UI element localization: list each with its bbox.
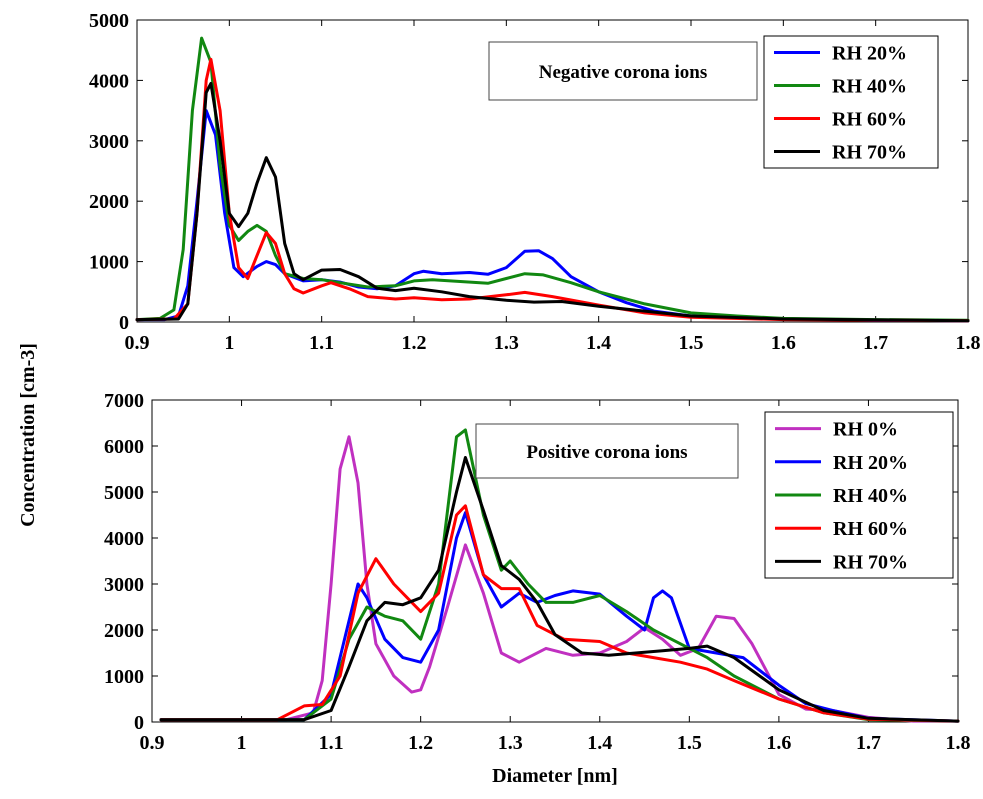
chart-panel-bottom: 0.9 1 1.1 1.2 1.3 1.4 1.5 1.6 1.7 1.8 0 1000 2000 300… (104, 390, 971, 787)
legend-label: RH 70% (833, 551, 908, 573)
x-tick-label: 1.5 (679, 332, 704, 354)
y-tick-label: 1000 (89, 252, 129, 274)
annotation-box (488, 41, 758, 101)
x-tick-label: 1.4 (587, 732, 612, 754)
series-line-rh-70- (159, 456, 960, 723)
x-axis-title: Diameter [nm] (492, 765, 618, 787)
x-tick-label: 1 (224, 332, 234, 354)
x-tick-label: 1.2 (408, 732, 433, 754)
x-tick-label: 1 (237, 732, 247, 754)
shared-y-axis-title: Concentration [cm-3] (17, 343, 39, 527)
plot-frame (151, 399, 959, 723)
series-line-rh-40- (159, 428, 960, 723)
x-tick-label: 1.1 (309, 332, 334, 354)
y-tick-label: 3000 (104, 574, 144, 596)
y-tick-label: 4000 (104, 528, 144, 550)
x-tick-label: 1.2 (402, 332, 427, 354)
legend-label: RH 0% (833, 419, 898, 441)
x-tick-label: 1.6 (766, 732, 791, 754)
legend-label: RH 20% (832, 43, 907, 65)
legend-label: RH 60% (832, 109, 907, 131)
plot-frame (136, 19, 969, 323)
x-tick-label: 0.9 (125, 332, 150, 354)
y-tick-label: 0 (119, 312, 129, 334)
x-tick-label: 1.1 (319, 732, 344, 754)
y-tick-label: 2000 (104, 620, 144, 642)
series-line-rh-60- (159, 504, 960, 723)
x-tick-label: 1.7 (863, 332, 888, 354)
x-tick-label: 1.7 (856, 732, 881, 754)
y-tick-label: 0 (134, 712, 144, 734)
x-tick-label: 1.6 (771, 332, 796, 354)
series-line-rh-20- (159, 511, 960, 723)
series-line-rh-40- (135, 36, 970, 322)
legend-label: RH 40% (832, 76, 907, 98)
y-tick-label: 5000 (89, 10, 129, 32)
x-tick-label: 0.9 (140, 732, 165, 754)
x-tick-label: 1.8 (946, 732, 971, 754)
chart-panel-top: 0.9 1 1.1 1.2 1.3 1.4 1.5 1.6 1.7 1.8 0 1000 2000 300… (89, 10, 981, 354)
legend-label: RH 60% (833, 518, 908, 540)
x-tick-label: 1.4 (586, 332, 611, 354)
x-tick-label: 1.3 (494, 332, 519, 354)
x-tick-label: 1.5 (677, 732, 702, 754)
x-tick-label: 1.8 (956, 332, 981, 354)
x-tick-label: 1.3 (498, 732, 523, 754)
y-tick-label: 5000 (104, 482, 144, 504)
legend-label: RH 20% (833, 452, 908, 474)
legend-box (763, 35, 939, 169)
annotation-text: Positive corona ions (526, 442, 687, 463)
series-line-rh-60- (135, 57, 970, 323)
annotation-box (475, 423, 739, 479)
y-tick-label: 7000 (104, 390, 144, 412)
legend-label: RH 70% (832, 142, 907, 164)
annotation-text: Negative corona ions (539, 62, 708, 83)
y-tick-label: 6000 (104, 436, 144, 458)
y-tick-label: 4000 (89, 70, 129, 92)
series-line-rh-70- (135, 81, 970, 323)
y-tick-label: 1000 (104, 666, 144, 688)
y-tick-label: 3000 (89, 131, 129, 153)
series-line-rh-0- (159, 435, 960, 723)
legend-label: RH 40% (833, 485, 908, 507)
y-tick-label: 2000 (89, 191, 129, 213)
